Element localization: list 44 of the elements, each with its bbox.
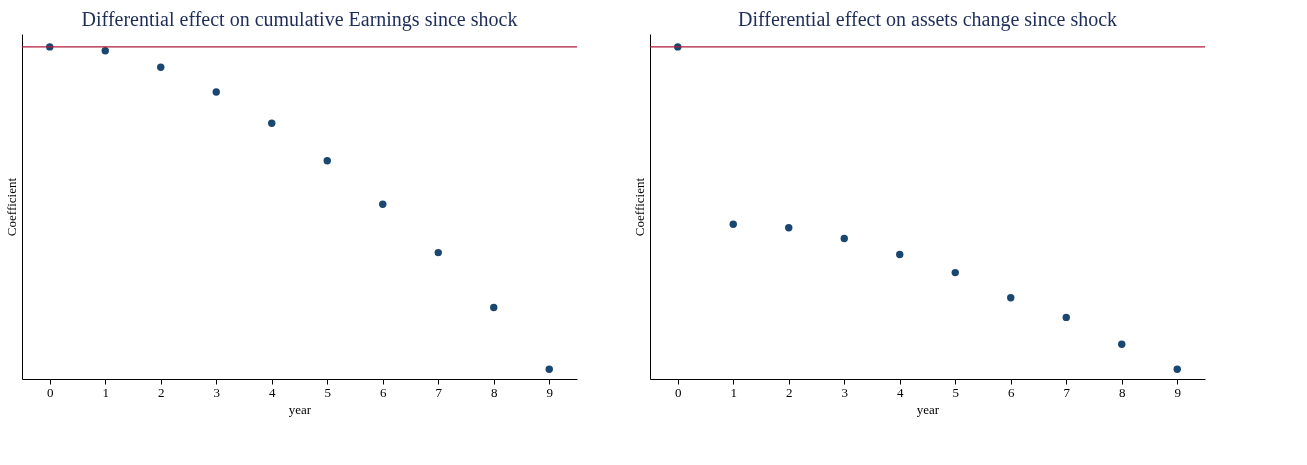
x-tick-label: 8 bbox=[1119, 384, 1126, 400]
point bbox=[840, 234, 848, 243]
point bbox=[1007, 294, 1015, 302]
x-tick-label: 6 bbox=[1008, 384, 1015, 400]
x-tick-label: 5 bbox=[324, 384, 331, 400]
x-tick-label: 3 bbox=[213, 384, 220, 400]
y-axis-title: Coefficient bbox=[3, 177, 19, 237]
x-tick-label: 7 bbox=[1063, 384, 1071, 400]
x-tick-label: 9 bbox=[546, 384, 553, 400]
point bbox=[729, 220, 737, 228]
x-tick-label: 8 bbox=[491, 384, 498, 400]
x-tick-label: 1 bbox=[102, 384, 109, 400]
x-tick-label: 3 bbox=[841, 384, 848, 400]
x-tick-label: 9 bbox=[1174, 384, 1181, 400]
x-tick-label: 7 bbox=[435, 384, 443, 400]
y-axis-title: Coefficient bbox=[631, 177, 647, 237]
x-tick-label: 2 bbox=[158, 384, 165, 400]
point bbox=[379, 200, 387, 208]
point bbox=[1118, 340, 1126, 348]
point bbox=[212, 88, 220, 96]
x-axis-title: year bbox=[288, 401, 312, 417]
point bbox=[1173, 365, 1181, 374]
point bbox=[785, 224, 793, 232]
chart-title: Differential effect on assets change since shock bbox=[737, 8, 1118, 31]
x-tick-label: 2 bbox=[786, 384, 793, 400]
point bbox=[101, 47, 109, 55]
point bbox=[323, 157, 331, 165]
point bbox=[1062, 313, 1070, 322]
x-axis-title: year bbox=[916, 401, 940, 417]
x-tick-label: 0 bbox=[47, 384, 54, 400]
x-tick-label: 5 bbox=[952, 384, 959, 400]
x-tick-label: 6 bbox=[380, 384, 387, 400]
point bbox=[268, 119, 276, 128]
point bbox=[490, 303, 498, 312]
point bbox=[545, 365, 553, 374]
chart-title: Differential effect on cumulative Earnings since shock bbox=[81, 8, 518, 31]
point bbox=[896, 250, 904, 259]
x-tick-label: 4 bbox=[269, 384, 276, 400]
x-tick-label: 4 bbox=[897, 384, 904, 400]
point bbox=[434, 248, 442, 257]
point bbox=[951, 268, 959, 277]
x-tick-label: 0 bbox=[675, 384, 682, 400]
point bbox=[157, 63, 165, 71]
x-tick-label: 1 bbox=[730, 384, 737, 400]
